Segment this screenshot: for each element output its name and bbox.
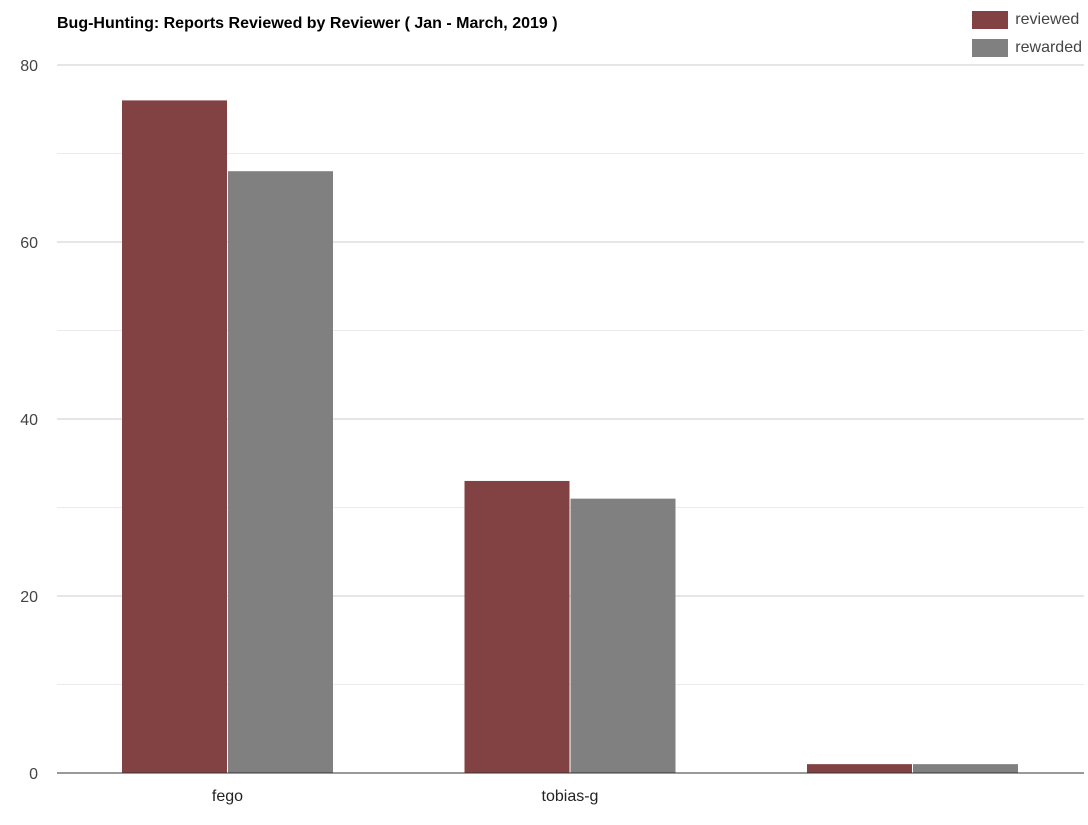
y-tick-label: 40 <box>20 412 38 429</box>
legend-item-rewarded[interactable]: rewarded <box>972 34 1082 62</box>
bar-rewarded-fego <box>228 171 333 773</box>
bar-rewarded-tobias-g <box>570 498 676 773</box>
bar-reviewed-fego <box>122 100 227 773</box>
bar-reviewed-tobias-g <box>464 480 570 773</box>
y-tick-label: 60 <box>20 235 38 252</box>
legend-label-reviewed: reviewed <box>1015 11 1080 28</box>
legend-label-rewarded: rewarded <box>1015 39 1082 56</box>
y-tick-label: 20 <box>20 589 38 606</box>
bars <box>122 100 1018 773</box>
chart-title: Bug-Hunting: Reports Reviewed by Reviewe… <box>57 15 558 32</box>
y-tick-label: 0 <box>29 766 38 783</box>
axes: 0 20 40 60 80 fego tobias-g <box>20 58 1084 805</box>
y-tick-label: 80 <box>20 58 38 75</box>
legend-swatch-reviewed <box>972 11 1009 29</box>
bar-rewarded-unnamed <box>913 764 1018 773</box>
legend-swatch-rewarded <box>972 39 1009 57</box>
x-tick-label: tobias-g <box>542 788 599 805</box>
x-tick-label: fego <box>212 788 243 805</box>
legend: reviewed rewarded <box>972 6 1082 62</box>
bar-reviewed-unnamed <box>807 764 912 773</box>
legend-item-reviewed[interactable]: reviewed <box>972 6 1082 34</box>
